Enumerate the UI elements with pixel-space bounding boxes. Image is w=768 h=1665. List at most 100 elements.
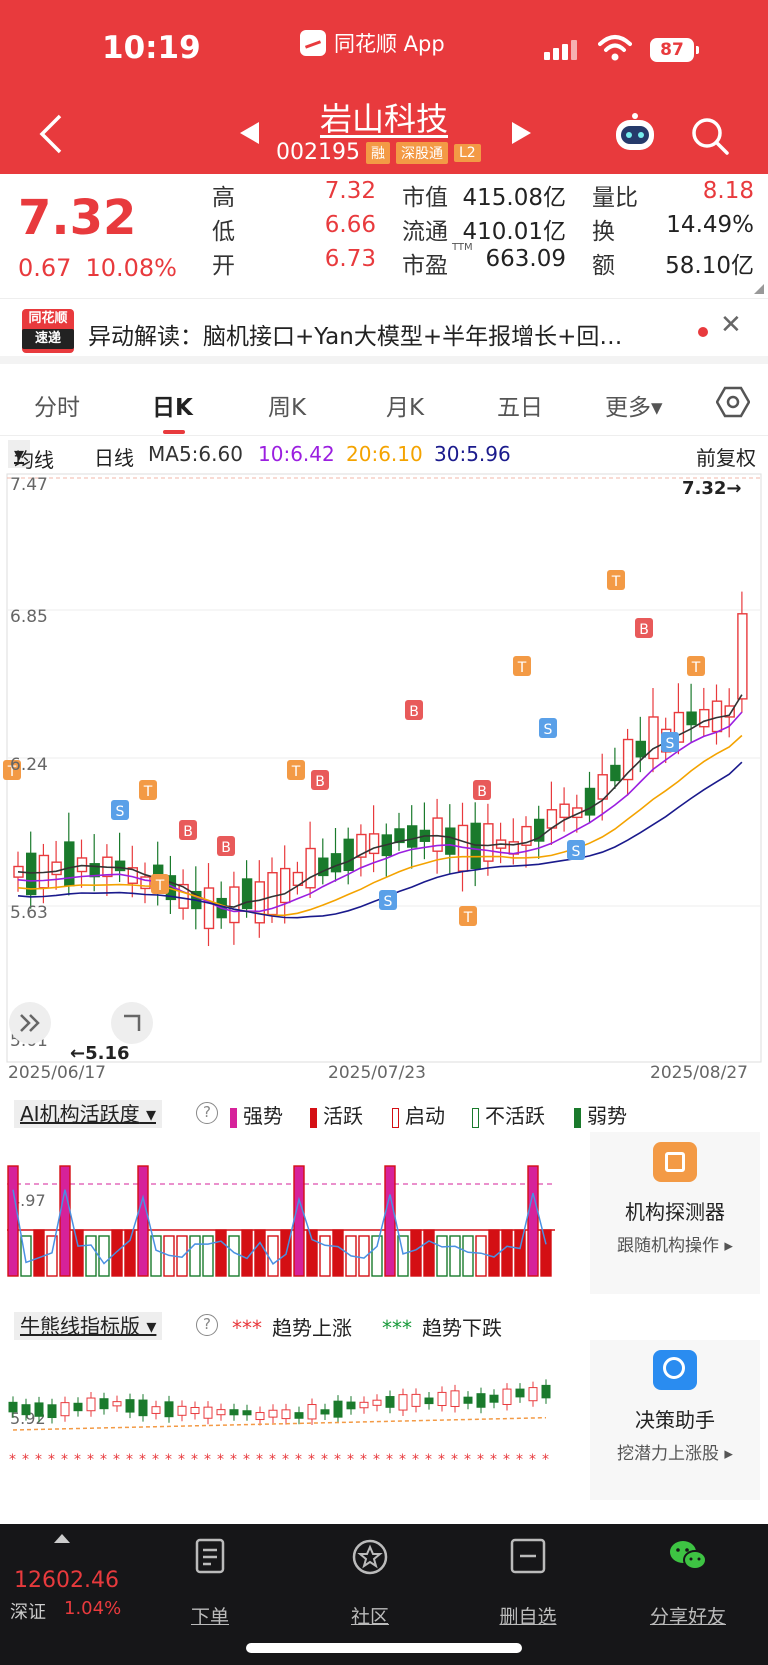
bull-panel-header: 牛熊线指标版 ▾ bbox=[14, 1310, 163, 1340]
nav-order[interactable]: 下单 bbox=[150, 1538, 270, 1628]
signal-tag bbox=[379, 890, 397, 910]
mini-candle-body bbox=[489, 1394, 499, 1403]
quote-panel[interactable]: 7.32 0.67 10.08% 高 7.32 低 6.66 开 6.73 市值 … bbox=[0, 174, 768, 298]
help-icon[interactable]: ? bbox=[196, 1102, 218, 1124]
signal-letter: T bbox=[155, 878, 165, 894]
decision-assistant-card[interactable]: 决策助手 挖潜力上涨股 ▸ bbox=[590, 1340, 760, 1500]
mini-candle-body bbox=[99, 1398, 109, 1410]
ai-activity-chart[interactable]: 4.97 bbox=[0, 1140, 590, 1296]
index-value[interactable]: 12602.46 bbox=[14, 1568, 119, 1593]
low-label: 低 bbox=[212, 219, 235, 245]
trend-star: * bbox=[191, 1452, 198, 1468]
trend-star: * bbox=[542, 1452, 549, 1468]
mini-candle-body bbox=[177, 1405, 187, 1416]
tab-weekly-k[interactable]: 周K bbox=[268, 395, 307, 421]
mini-candle-body bbox=[307, 1404, 317, 1420]
mini-candle-body bbox=[216, 1409, 226, 1416]
order-icon bbox=[195, 1538, 225, 1574]
candle-body bbox=[203, 887, 215, 930]
trend-star: * bbox=[295, 1452, 302, 1468]
candle-body bbox=[483, 823, 494, 862]
nav-remove-watchlist[interactable]: 删自选 bbox=[468, 1538, 588, 1628]
ma10-value: 10:6.42 bbox=[258, 442, 335, 466]
line-type-label: 日线 bbox=[94, 446, 134, 470]
candle-body bbox=[178, 883, 189, 909]
signal-letter: T bbox=[143, 784, 153, 800]
signal-letter: S bbox=[384, 894, 393, 910]
high-label: 高 bbox=[212, 185, 235, 211]
tab-intraday[interactable]: 分时 bbox=[34, 395, 80, 421]
robot-assistant-icon[interactable] bbox=[612, 112, 658, 154]
trend-star: * bbox=[334, 1452, 341, 1468]
mini-candle-body bbox=[424, 1397, 434, 1405]
cellular-signal-icon bbox=[544, 40, 577, 60]
next-stock-icon[interactable] bbox=[512, 122, 531, 144]
institution-detector-card[interactable]: 机构探测器 跟随机构操作 ▸ bbox=[590, 1132, 760, 1294]
tab-daily-k[interactable]: 日K bbox=[152, 395, 193, 421]
mini-candle-body bbox=[359, 1401, 369, 1409]
activity-bar bbox=[267, 1235, 279, 1277]
ai-indicator-selector[interactable]: AI机构活跃度 ▾ bbox=[14, 1100, 162, 1128]
tab-five-day[interactable]: 五日 bbox=[497, 395, 543, 421]
candle-body bbox=[648, 716, 659, 760]
app-badge[interactable]: 同花顺 App bbox=[300, 28, 445, 58]
signal-tag bbox=[139, 780, 157, 800]
activity-bar bbox=[449, 1235, 461, 1277]
prev-stock-icon[interactable] bbox=[240, 122, 259, 144]
back-icon[interactable] bbox=[36, 112, 66, 156]
candle-body bbox=[241, 878, 253, 910]
tab-monthly-k[interactable]: 月K bbox=[386, 395, 425, 421]
min-price-marker: ←5.16 bbox=[70, 1043, 130, 1064]
volume-ratio-value: 8.18 bbox=[702, 178, 754, 204]
index-expand-icon[interactable] bbox=[54, 1534, 70, 1543]
moving-average-line bbox=[17, 734, 743, 917]
bull-bear-chart[interactable]: 5.92 * * * * * * * * * * * * * * * * * * * * * * * * * * * * * * * * * * *… bbox=[0, 1346, 590, 1506]
help-icon[interactable]: ? bbox=[196, 1314, 218, 1336]
home-indicator[interactable] bbox=[246, 1643, 522, 1653]
tab-more[interactable]: 更多▾ bbox=[605, 395, 663, 421]
mini-candle-body bbox=[372, 1399, 382, 1406]
trend-star: * bbox=[477, 1452, 484, 1468]
remove-icon bbox=[510, 1538, 546, 1574]
activity-bar bbox=[514, 1229, 526, 1277]
activity-bar bbox=[46, 1235, 58, 1277]
chart-settings-icon[interactable] bbox=[716, 385, 750, 419]
trend-star: * bbox=[165, 1452, 172, 1468]
trend-star: * bbox=[256, 1452, 263, 1468]
news-headline[interactable]: 异动解读：脑机接口+Yan大模型+半年报增长+回… bbox=[88, 324, 623, 350]
adjust-mode[interactable]: 前复权 bbox=[696, 446, 756, 470]
candle-body bbox=[597, 774, 608, 800]
mini-candle-body bbox=[398, 1394, 408, 1411]
open-label: 开 bbox=[212, 253, 235, 279]
ma-selector[interactable]: 均线 ▾ bbox=[8, 440, 54, 472]
signal-letter: S bbox=[666, 736, 675, 752]
search-icon[interactable] bbox=[690, 116, 730, 156]
legend-weak: 弱势 bbox=[574, 1100, 627, 1129]
mini-candle-body bbox=[229, 1409, 239, 1416]
activity-bar bbox=[254, 1229, 266, 1277]
nav-community[interactable]: 社区 bbox=[310, 1538, 430, 1628]
signal-letter: T bbox=[463, 910, 473, 926]
mini-candle-body bbox=[255, 1412, 265, 1421]
mini-candle-body bbox=[73, 1402, 83, 1412]
activity-bar bbox=[137, 1165, 149, 1277]
activity-bar bbox=[124, 1229, 136, 1277]
nav-share[interactable]: 分享好友 bbox=[628, 1538, 748, 1628]
trend-star: * bbox=[360, 1452, 367, 1468]
candle-body bbox=[140, 876, 151, 890]
bull-indicator-selector[interactable]: 牛熊线指标版 ▾ bbox=[14, 1312, 163, 1340]
nav-label: 分享好友 bbox=[649, 1606, 726, 1628]
signal-letter: S bbox=[544, 722, 553, 738]
stock-name[interactable]: 岩山科技 bbox=[319, 100, 448, 138]
price-label-4: 5.63 bbox=[10, 903, 48, 923]
scroll-left-button[interactable] bbox=[9, 1002, 51, 1044]
news-bar[interactable]: 同花顺 速递 异动解读：脑机接口+Yan大模型+半年报增长+回… bbox=[0, 298, 768, 364]
mini-candle-body bbox=[112, 1401, 122, 1407]
fullscreen-button[interactable] bbox=[111, 1002, 153, 1044]
activity-bar bbox=[33, 1229, 45, 1277]
expand-corner-icon[interactable] bbox=[754, 284, 764, 294]
signal-tag bbox=[111, 800, 129, 820]
signal-tag bbox=[3, 760, 21, 780]
close-icon[interactable]: ✕ bbox=[720, 310, 742, 340]
